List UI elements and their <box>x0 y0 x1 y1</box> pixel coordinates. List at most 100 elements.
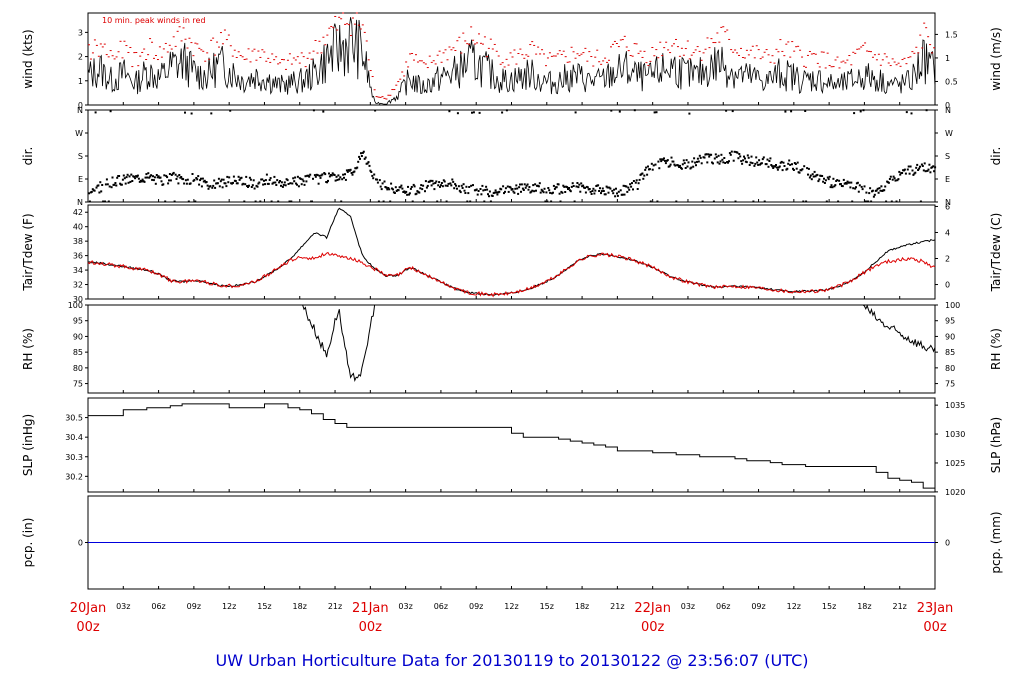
wind-direction-point <box>174 173 177 176</box>
wind-direction-point <box>452 180 455 183</box>
wind-direction-point <box>932 165 935 168</box>
wind-direction-point <box>335 175 338 178</box>
wind-direction-point <box>128 175 131 178</box>
wind-direction-point <box>618 110 621 113</box>
wind-direction-point <box>642 177 645 180</box>
wind-direction-point <box>154 182 157 185</box>
wind-direction-point <box>297 185 300 188</box>
wind-direction-point <box>666 159 669 162</box>
wind-direction-point <box>403 190 406 193</box>
wind-direction-point <box>550 200 553 203</box>
wind-direction-point <box>713 157 716 160</box>
wind-direction-point <box>541 190 544 192</box>
y-axis-label-left: wind (kts) <box>21 29 35 88</box>
wind-direction-point <box>766 158 769 161</box>
wind-direction-point <box>856 181 859 184</box>
wind-direction-point <box>720 153 723 156</box>
wind-direction-point <box>646 173 649 176</box>
wind-direction-point <box>787 162 790 165</box>
wind-direction-point <box>695 164 697 167</box>
wind-direction-point <box>334 179 337 182</box>
wind-direction-point <box>597 184 600 187</box>
wind-direction-point <box>143 180 146 183</box>
wind-direction-point <box>413 185 416 188</box>
wind-direction-point <box>694 161 697 164</box>
wind-direction-point <box>719 160 722 163</box>
wind-direction-point <box>791 163 793 166</box>
wind-direction-point <box>466 200 469 203</box>
wind-direction-point <box>746 154 749 157</box>
y-tick-label-right: 1 <box>945 54 950 63</box>
wind-direction-point <box>834 184 837 187</box>
y-tick-label-right: 0 <box>945 281 950 290</box>
wind-direction-point <box>619 189 622 192</box>
wind-direction-point <box>644 168 647 171</box>
y-axis-label-left: dir. <box>21 147 35 166</box>
wind-direction-point <box>284 184 287 187</box>
wind-direction-point <box>412 183 415 186</box>
wind-direction-point <box>723 157 726 159</box>
wind-direction-point <box>256 185 259 188</box>
wind-direction-point <box>270 200 273 203</box>
wind-direction-point <box>409 187 412 190</box>
y-tick-label-right: 1.5 <box>945 30 958 39</box>
wind-direction-point <box>622 184 625 187</box>
x-hour-tick-label: 06z <box>716 602 730 611</box>
wind-direction-point <box>621 193 624 196</box>
wind-direction-point <box>134 177 137 180</box>
wind-direction-point <box>780 160 783 163</box>
wind-direction-point <box>830 184 833 187</box>
wind-direction-point <box>475 188 478 191</box>
wind-direction-point <box>868 192 871 195</box>
dewpoint-line <box>87 251 936 298</box>
wind-direction-point <box>184 179 187 182</box>
panel-frame <box>87 304 936 394</box>
x-day-hour-label: 00z <box>359 620 383 635</box>
y-tick-label-right: 0 <box>945 101 950 110</box>
wind-direction-point <box>739 155 742 158</box>
wind-direction-point <box>462 183 465 186</box>
wind-direction-point <box>743 155 745 158</box>
wind-direction-point <box>912 173 915 176</box>
y-tick-label-left: 34 <box>73 266 83 275</box>
y-tick-label-right: 1035 <box>945 401 965 410</box>
wind-direction-point <box>552 191 554 194</box>
wind-direction-point <box>686 165 689 168</box>
wind-direction-point <box>933 170 936 173</box>
wind-direction-point <box>860 185 863 188</box>
wind-direction-point <box>813 170 816 173</box>
wind-direction-point <box>124 182 127 185</box>
wind-direction-point <box>280 181 283 184</box>
panel-wind: 0 1 2 3 0 0.5 1 1.5 wind (kts) wind (m/s) 10 min. … <box>21 12 1003 110</box>
x-hour-tick-label: 03z <box>116 602 130 611</box>
wind-direction-point <box>201 177 204 180</box>
wind-direction-point <box>217 177 220 180</box>
wind-direction-point <box>374 109 377 112</box>
wind-direction-point <box>842 178 845 181</box>
wind-direction-point <box>599 187 601 190</box>
wind-direction-point <box>249 178 252 181</box>
wind-direction-point <box>122 174 125 177</box>
wind-direction-point <box>747 156 750 159</box>
wind-direction-point <box>716 161 719 164</box>
wind-direction-point <box>577 186 580 189</box>
wind-direction-point <box>368 164 371 167</box>
wind-direction-point <box>584 191 587 194</box>
wind-direction-point <box>210 112 213 115</box>
y-tick-label-right: 4 <box>945 228 950 237</box>
wind-direction-point <box>788 159 791 162</box>
wind-direction-point <box>792 167 794 170</box>
y-tick-label-left: 85 <box>73 348 83 357</box>
wind-direction-point <box>189 182 192 185</box>
wind-direction-point <box>825 200 828 203</box>
wind-direction-point <box>628 188 631 191</box>
wind-direction-point <box>438 181 441 184</box>
wind-direction-point <box>430 184 433 187</box>
wind-direction-point <box>584 186 586 189</box>
y-tick-label-left: 30.5 <box>65 414 83 423</box>
wind-direction-point <box>682 159 685 162</box>
wind-direction-point <box>227 181 230 184</box>
y-tick-label-left: 75 <box>73 380 83 389</box>
wind-direction-point <box>454 183 457 186</box>
wind-direction-point <box>424 190 426 193</box>
